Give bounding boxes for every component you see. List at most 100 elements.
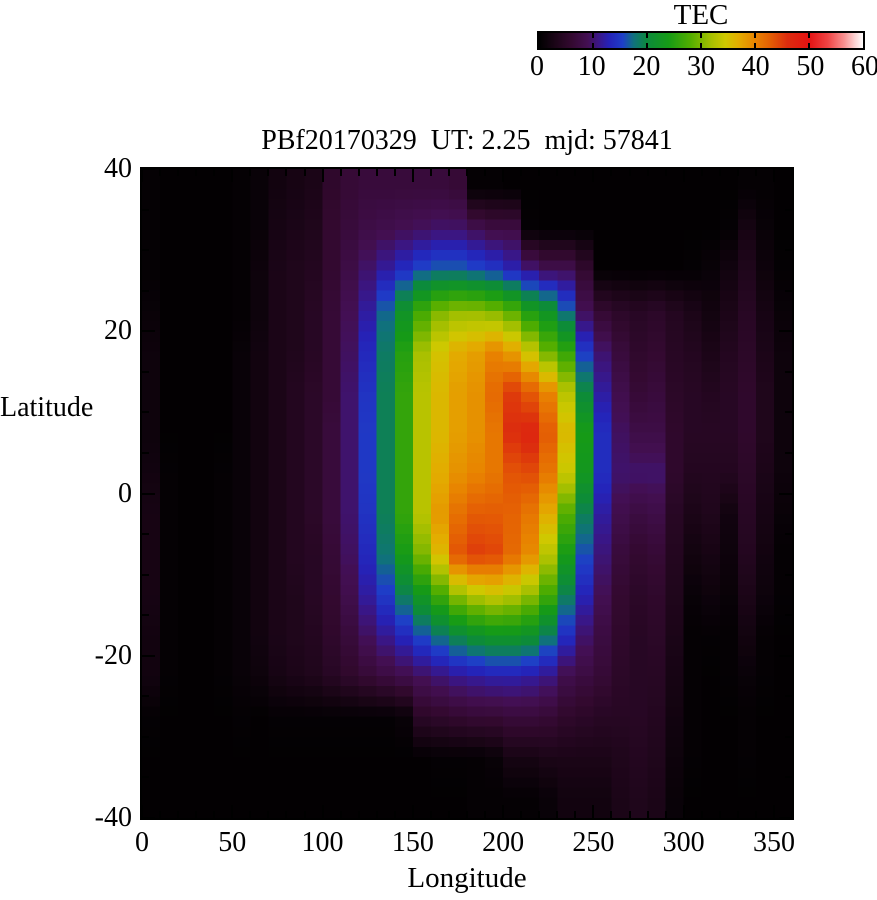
axis-tick — [358, 811, 360, 818]
axis-tick — [755, 169, 757, 176]
axis-tick — [773, 169, 775, 182]
x-tick-label: 100 — [301, 827, 344, 858]
axis-tick — [430, 811, 432, 818]
axis-tick — [448, 169, 450, 176]
axis-tick — [779, 817, 792, 819]
axis-tick — [231, 169, 233, 182]
axis-tick — [785, 290, 792, 292]
axis-tick — [142, 371, 149, 373]
colorbar-tick — [591, 43, 594, 48]
x-tick-label: 350 — [752, 827, 795, 858]
axis-tick — [574, 811, 576, 818]
colorbar-tick — [700, 43, 702, 48]
axis-tick — [285, 169, 287, 176]
axis-tick — [785, 249, 792, 251]
axis-tick — [285, 811, 287, 818]
y-axis-tick-labels: 40 20 0 -20 -40 — [0, 0, 132, 900]
colorbar-tick — [808, 43, 810, 48]
axis-tick — [177, 169, 179, 176]
axis-tick — [665, 169, 667, 176]
axis-tick — [791, 169, 793, 176]
x-axis-tick-labels: 0 50 100 150 200 250 300 350 — [0, 826, 877, 860]
axis-tick — [520, 811, 522, 818]
x-tick-label: 200 — [482, 827, 525, 858]
axis-tick — [556, 811, 558, 818]
colorbar-tick — [753, 43, 756, 48]
axis-tick — [785, 452, 792, 454]
axis-tick — [195, 811, 197, 818]
axis-tick — [142, 817, 155, 819]
axis-tick — [340, 169, 342, 176]
colorbar-tick-label: 20 — [632, 51, 661, 82]
y-tick-label: -20 — [94, 639, 132, 671]
plot-title: PBf20170329 UT: 2.25 mjd: 57841 — [261, 125, 673, 156]
axis-tick — [785, 614, 792, 616]
axis-tick — [142, 533, 149, 535]
colorbar — [537, 31, 865, 50]
axis-tick — [159, 811, 161, 818]
axis-tick — [779, 330, 792, 332]
y-tick-label: 0 — [118, 477, 132, 509]
axis-tick — [610, 811, 612, 818]
axis-tick — [142, 209, 149, 211]
axis-tick — [412, 169, 414, 182]
axis-tick — [683, 169, 685, 182]
axis-tick — [142, 695, 149, 697]
axis-tick — [520, 169, 522, 176]
colorbar-tick-label: 40 — [741, 51, 770, 82]
axis-tick — [213, 811, 215, 818]
colorbar-tick — [808, 33, 810, 38]
axis-tick — [502, 169, 504, 182]
axis-tick — [737, 811, 739, 818]
axis-tick — [574, 169, 576, 176]
axis-tick — [665, 811, 667, 818]
axis-tick — [142, 249, 149, 251]
axis-tick — [785, 533, 792, 535]
x-tick-label: 250 — [572, 827, 615, 858]
axis-tick — [142, 168, 155, 170]
axis-tick — [322, 169, 324, 182]
axis-tick — [267, 811, 269, 818]
y-tick-label: 20 — [104, 315, 132, 347]
colorbar-tick-label: 60 — [851, 51, 877, 82]
axis-tick — [785, 574, 792, 576]
axis-tick — [249, 811, 251, 818]
axis-tick — [142, 655, 155, 657]
heatmap-plot-area — [140, 167, 794, 820]
axis-tick — [779, 655, 792, 657]
axis-tick — [719, 169, 721, 176]
axis-tick — [701, 811, 703, 818]
x-tick-label: 0 — [135, 827, 149, 858]
axis-tick — [785, 371, 792, 373]
axis-tick — [484, 811, 486, 818]
axis-tick — [629, 169, 631, 176]
axis-tick — [448, 811, 450, 818]
axis-tick — [683, 805, 685, 818]
colorbar-tick-label: 10 — [577, 51, 606, 82]
axis-tick — [785, 209, 792, 211]
axis-tick — [322, 805, 324, 818]
axis-tick — [340, 811, 342, 818]
axis-tick — [394, 169, 396, 176]
colorbar-tick — [753, 33, 756, 38]
axis-tick — [141, 805, 143, 818]
axis-tick — [785, 695, 792, 697]
x-tick-label: 300 — [662, 827, 705, 858]
x-tick-label: 150 — [391, 827, 434, 858]
axis-tick — [538, 811, 540, 818]
axis-tick — [394, 811, 396, 818]
axis-tick — [142, 290, 149, 292]
axis-tick — [304, 169, 306, 176]
axis-tick — [142, 493, 155, 495]
axis-tick — [610, 169, 612, 176]
colorbar-title: TEC — [673, 0, 729, 31]
axis-tick — [376, 811, 378, 818]
axis-tick — [779, 493, 792, 495]
axis-tick — [142, 614, 149, 616]
axis-tick — [719, 811, 721, 818]
y-tick-label: -40 — [94, 802, 132, 833]
colorbar-tick — [591, 33, 594, 38]
axis-tick — [779, 168, 792, 170]
axis-tick — [142, 330, 155, 332]
axis-tick — [304, 811, 306, 818]
